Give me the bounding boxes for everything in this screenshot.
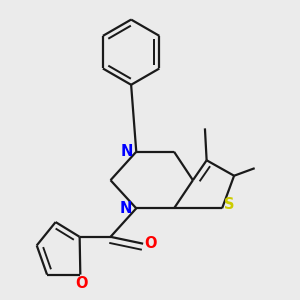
Text: N: N [120,201,132,216]
Text: N: N [121,144,133,159]
Text: O: O [144,236,157,250]
Text: O: O [75,276,87,291]
Text: S: S [224,197,234,212]
